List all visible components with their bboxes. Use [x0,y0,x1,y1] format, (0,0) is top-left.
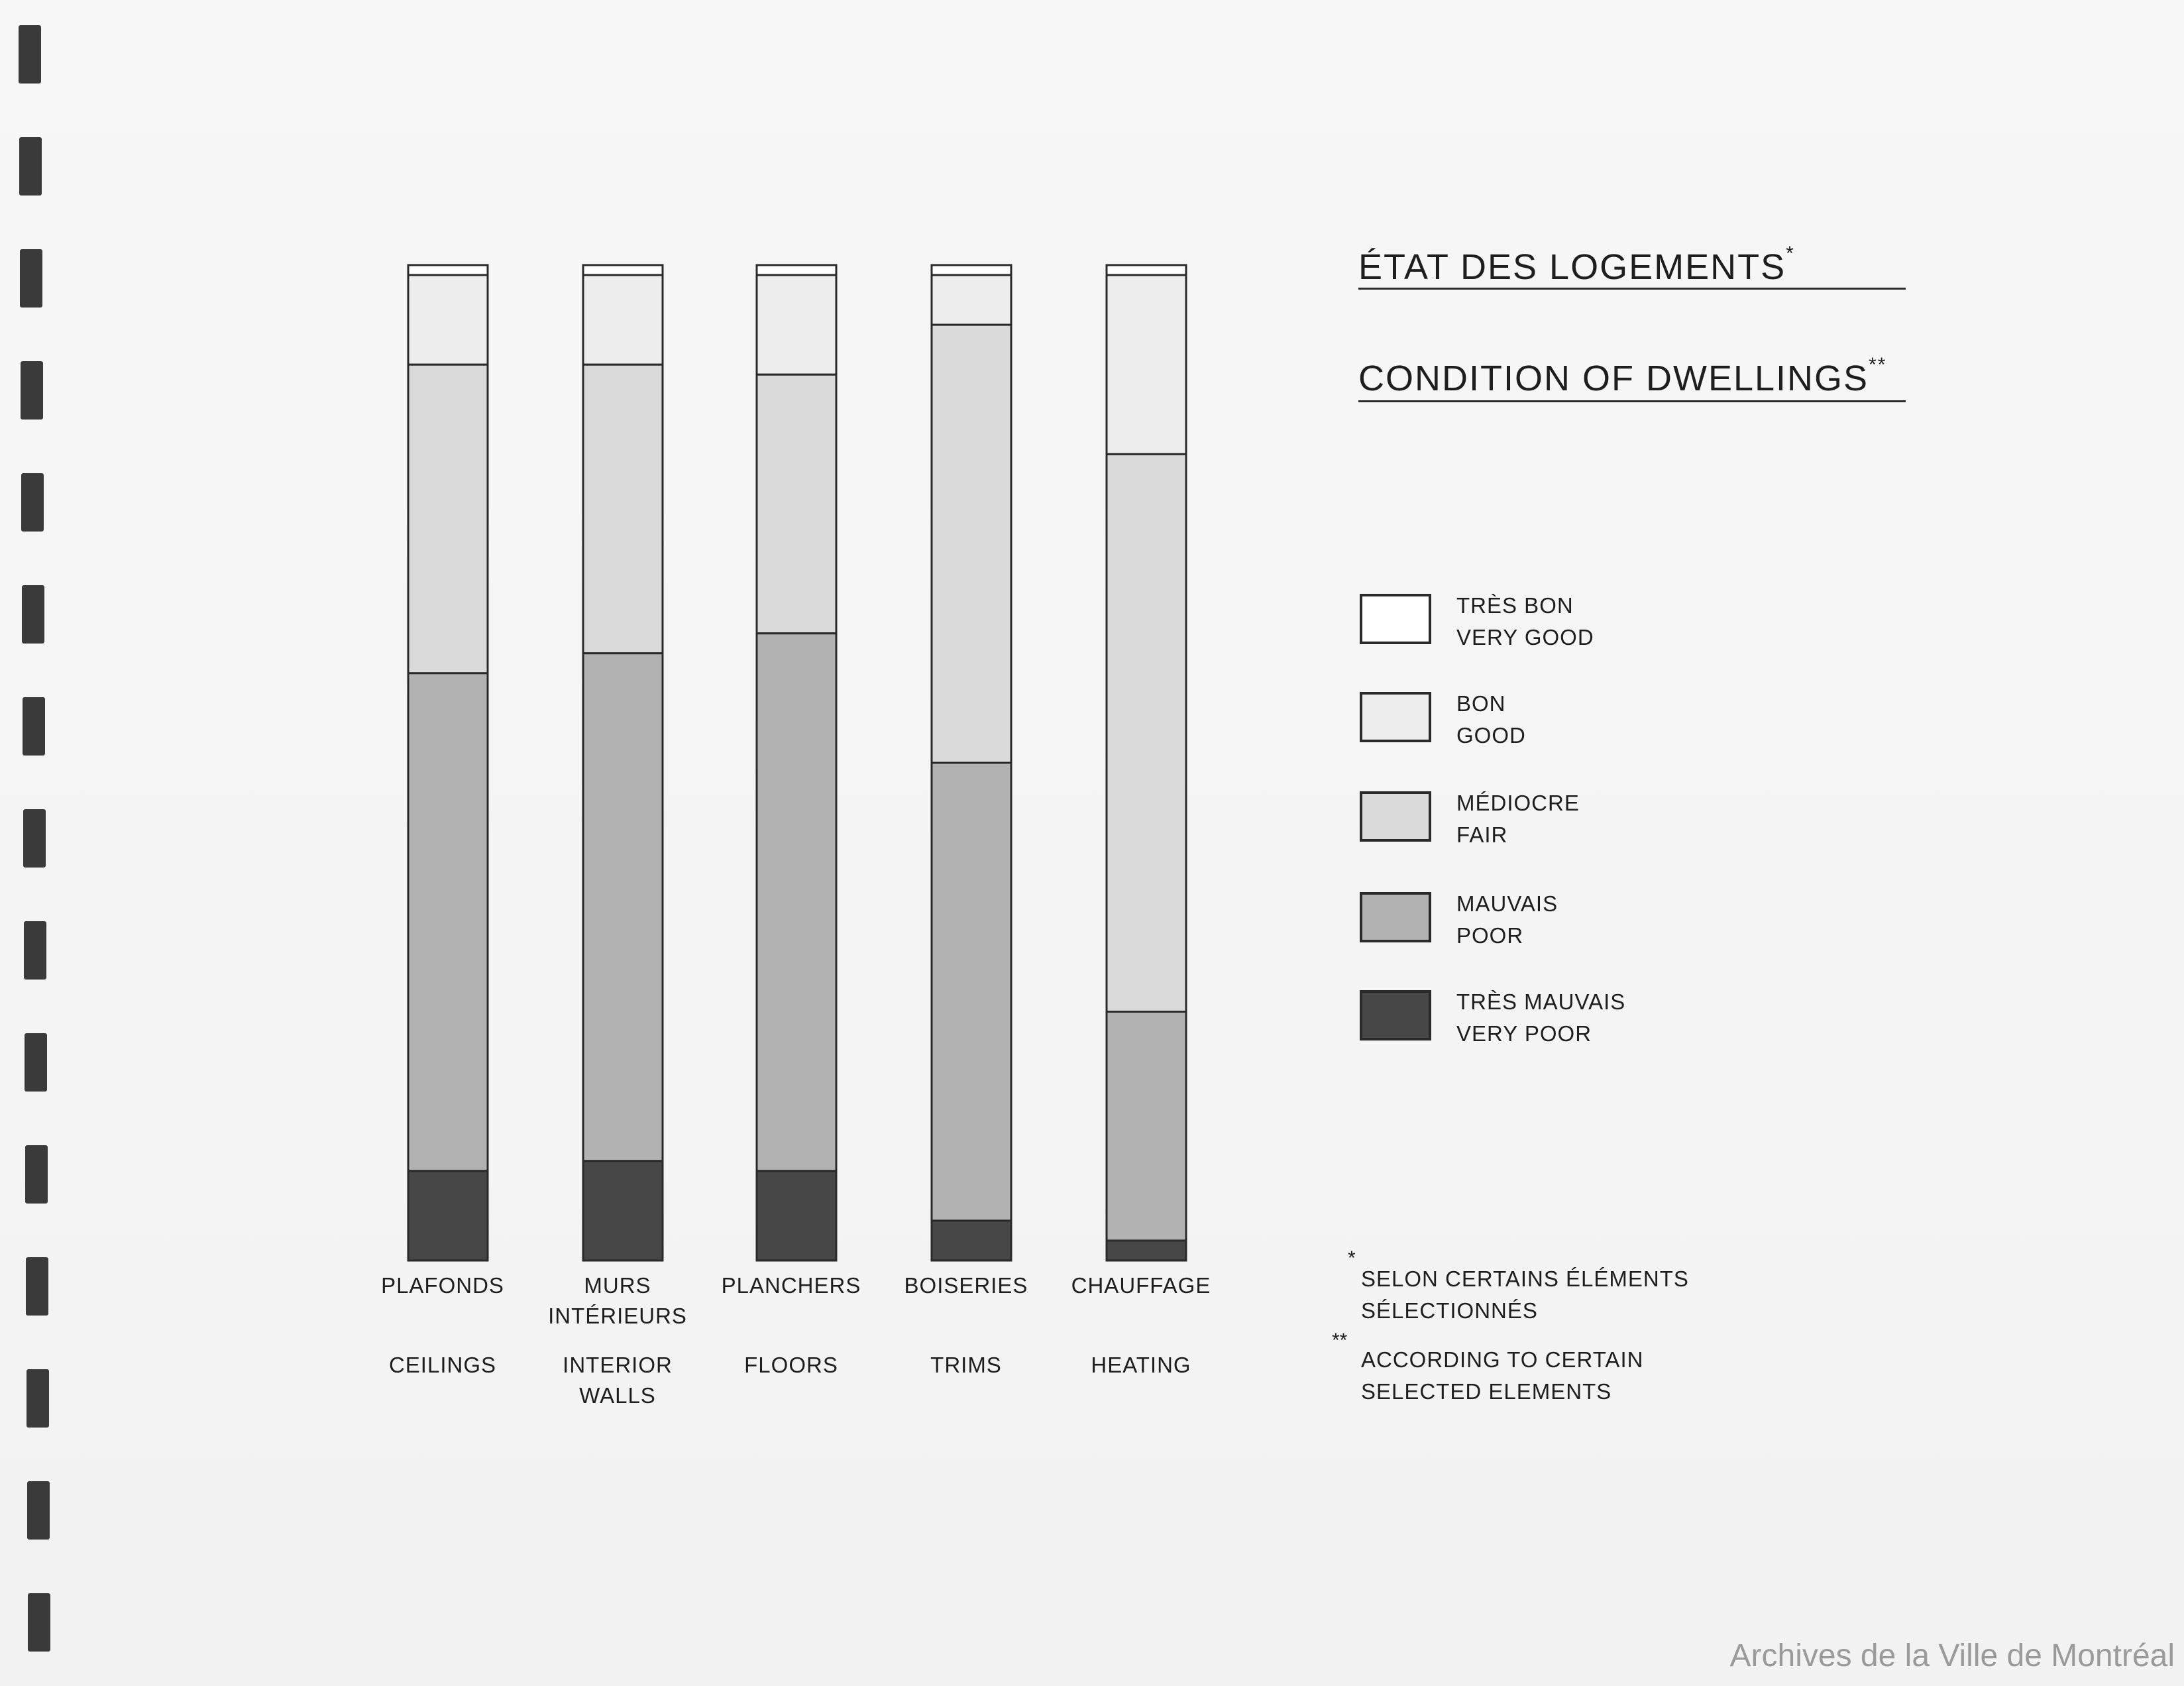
legend-label-en: FAIR [1456,822,1508,847]
legend-label: MÉDIOCRE FAIR [1456,787,1580,851]
bar-floors [755,264,838,1262]
title-french-underline [1358,288,1906,290]
binding-hole [28,1593,50,1652]
bar-segment-very-poor [407,1170,489,1262]
note-french: SELON CERTAINS ÉLÉMENTS SÉLECTIONNÉS [1361,1263,1689,1327]
category-label-en: INTERIOR [563,1353,673,1377]
bar-segment-poor [407,672,489,1172]
bar-segment-very-good [930,264,1012,276]
note-english: ACCORDING TO CERTAIN SELECTED ELEMENTS [1361,1344,1643,1408]
bar-segment-very-poor [1105,1239,1187,1262]
legend-label-fr: BON [1456,691,1506,716]
legend-label-fr: TRÈS BON [1456,593,1574,618]
category-label-fr: INTÉRIEURS [548,1304,687,1328]
binding-hole [22,585,44,644]
legend-label-en: VERY POOR [1456,1021,1592,1046]
note-french-mark: * [1348,1247,1356,1269]
legend-label: BON GOOD [1456,688,1526,752]
binding-hole [25,1033,47,1092]
bar-segment-very-poor [930,1219,1012,1262]
category-label-en: TRIMS [930,1353,1002,1377]
legend-label-en: GOOD [1456,723,1526,748]
category-label-en: WALLS [579,1383,656,1408]
binding-hole [19,137,42,196]
legend-swatch [1360,990,1431,1040]
legend-label-fr: MÉDIOCRE [1456,791,1580,815]
legend-label: TRÈS MAUVAIS VERY POOR [1456,986,1625,1050]
legend-label: MAUVAIS POOR [1456,888,1558,952]
legend-label-fr: MAUVAIS [1456,891,1558,916]
category-label-en: FLOORS [744,1353,838,1377]
bar-segment-fair [407,363,489,675]
bar-segment-good [755,274,838,376]
legend-label: TRÈS BON VERY GOOD [1456,590,1594,653]
note-english-line2: SELECTED ELEMENTS [1361,1379,1612,1404]
category-label-en: CEILINGS [388,1353,497,1377]
binding-hole [24,921,46,980]
bar-heating [1105,264,1187,1262]
bar-segment-very-poor [582,1160,664,1262]
bar-segment-poor [582,652,664,1162]
bar-segment-good [407,274,489,366]
bar-segment-very-good [1105,264,1187,276]
note-french-line1: SELON CERTAINS ÉLÉMENTS [1361,1266,1689,1291]
bar-segment-fair [755,373,838,635]
binding-hole [21,473,44,532]
bar-segment-fair [582,363,664,655]
binding-hole [23,697,45,756]
bar-ceilings [407,264,489,1262]
bar-segment-very-good [755,264,838,276]
bar-trims [930,264,1012,1262]
category-label-en: HEATING [1091,1353,1191,1377]
bar-segment-very-poor [755,1170,838,1262]
bar-segment-good [1105,274,1187,455]
category-label-fr: BOISERIES [904,1273,1028,1298]
note-english-line1: ACCORDING TO CERTAIN [1361,1347,1644,1372]
bar-segment-poor [755,632,838,1172]
category-label-fr: PLANCHERS [721,1273,861,1298]
title-french-mark: * [1786,243,1795,264]
binding-hole [27,1369,49,1428]
note-english-mark: ** [1332,1329,1348,1351]
title-english-mark: ** [1869,354,1887,376]
category-label-fr: CHAUFFAGE [1071,1273,1211,1298]
title-french: ÉTAT DES LOGEMENTS* [1358,243,1795,288]
category-label-fr: PLAFONDS [381,1273,504,1298]
title-english-text: CONDITION OF DWELLINGS [1358,359,1869,398]
binding-holes [19,0,58,1686]
binding-hole [26,1257,48,1316]
legend-swatch [1360,692,1431,742]
bar-segment-fair [1105,453,1187,1013]
bar-segment-good [930,274,1012,326]
category-label-fr: MURS [584,1273,651,1298]
legend-swatch [1360,892,1431,942]
title-french-text: ÉTAT DES LOGEMENTS [1358,247,1786,287]
legend-label-en: VERY GOOD [1456,625,1594,649]
bar-segment-poor [930,761,1012,1222]
archive-credit: Archives de la Ville de Montréal [1729,1638,2175,1673]
binding-hole [27,1481,50,1540]
bar-segment-very-good [407,264,489,276]
binding-hole [19,25,41,84]
bar-segment-good [582,274,664,366]
title-english-underline [1358,400,1906,402]
legend-swatch [1360,594,1431,644]
title-english: CONDITION OF DWELLINGS** [1358,354,1886,399]
bar-segment-very-good [582,264,664,276]
binding-hole [20,249,42,308]
legend-label-fr: TRÈS MAUVAIS [1456,989,1626,1014]
binding-hole [25,1145,48,1204]
legend-label-en: POOR [1456,923,1524,948]
bar-interior [582,264,664,1262]
note-french-line2: SÉLECTIONNÉS [1361,1298,1538,1323]
bar-segment-poor [1105,1011,1187,1242]
legend-swatch [1360,791,1431,842]
binding-hole [21,361,43,420]
bar-segment-fair [930,323,1012,764]
binding-hole [23,809,46,868]
